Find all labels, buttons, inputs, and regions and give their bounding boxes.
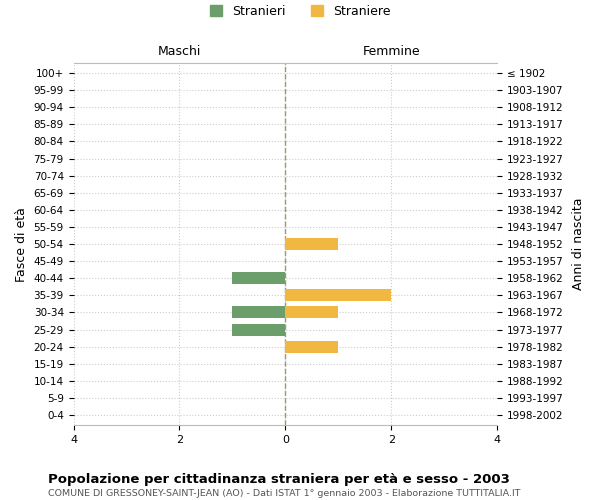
Y-axis label: Fasce di età: Fasce di età (15, 206, 28, 282)
Text: COMUNE DI GRESSONEY-SAINT-JEAN (AO) - Dati ISTAT 1° gennaio 2003 - Elaborazione : COMUNE DI GRESSONEY-SAINT-JEAN (AO) - Da… (48, 489, 521, 498)
Legend: Stranieri, Straniere: Stranieri, Straniere (206, 1, 394, 21)
Bar (286, 238, 338, 250)
Text: Popolazione per cittadinanza straniera per età e sesso - 2003: Popolazione per cittadinanza straniera p… (48, 472, 510, 486)
Bar (286, 340, 338, 352)
Y-axis label: Anni di nascita: Anni di nascita (572, 198, 585, 290)
Bar (232, 324, 286, 336)
Bar (286, 290, 391, 302)
Bar (232, 272, 286, 284)
Bar (286, 306, 338, 318)
Bar (232, 306, 286, 318)
